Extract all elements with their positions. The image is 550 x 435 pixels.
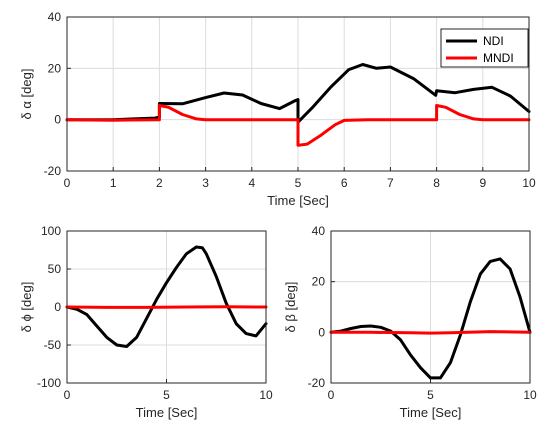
x-tick-label: 4 (248, 176, 255, 190)
series-line-mndi (65, 104, 531, 147)
x-tick-label: 8 (433, 176, 440, 190)
y-tick-label: 0 (318, 325, 325, 339)
y-tick-label: -100 (37, 376, 61, 390)
legend-label-ndi: NDI (483, 34, 504, 48)
y-tick-label: 40 (48, 10, 62, 24)
chart-phi: 0 5 10 -100 -50 0 50 100 Time [Sec] δ ϕ [deg] (19, 224, 273, 420)
y-axis-label: δ α [deg] (19, 69, 34, 120)
y-tick-label: -50 (44, 338, 62, 352)
x-axis-label: Time [Sec] (267, 193, 329, 208)
x-tick-label: 3 (202, 176, 209, 190)
x-tick-label: 0 (64, 176, 71, 190)
series-line-ndi (65, 245, 268, 348)
x-tick-label: 7 (387, 176, 394, 190)
y-tick-label: 20 (48, 61, 62, 75)
y-tick-label: 40 (312, 224, 326, 238)
legend: NDI MNDI (440, 28, 529, 68)
y-tick-label: 20 (312, 275, 326, 289)
x-axis-label: Time [Sec] (400, 405, 462, 420)
x-tick-label: 5 (295, 176, 302, 190)
x-tick-label: 9 (479, 176, 486, 190)
y-tick-label: 50 (48, 262, 62, 276)
axes-frame (330, 230, 531, 384)
x-tick-label: 0 (64, 388, 71, 402)
x-tick-label: 0 (328, 388, 335, 402)
x-axis-label: Time [Sec] (136, 405, 198, 420)
x-tick-label: 1 (110, 176, 117, 190)
y-tick-label: 0 (54, 300, 61, 314)
axes-frame (66, 230, 267, 384)
series-line-mndi (329, 330, 532, 335)
y-axis-label: δ ϕ [deg] (19, 282, 34, 333)
y-tick-label: -20 (44, 164, 62, 178)
y-axis-label: δ β [deg] (283, 282, 298, 333)
y-tick-label: 0 (54, 113, 61, 127)
x-tick-label: 10 (522, 176, 536, 190)
series-line-ndi (65, 63, 531, 124)
axes-frame (66, 16, 530, 172)
x-tick-label: 10 (259, 388, 273, 402)
x-tick-label: 5 (427, 388, 434, 402)
x-tick-label: 10 (523, 388, 537, 402)
legend-label-mndi: MNDI (483, 51, 514, 65)
x-tick-label: 2 (156, 176, 163, 190)
y-tick-label: 100 (41, 224, 61, 238)
series-line-mndi (65, 305, 268, 309)
y-tick-label: -20 (308, 376, 326, 390)
legend-box (440, 28, 529, 68)
x-tick-label: 6 (341, 176, 348, 190)
x-tick-label: 5 (163, 388, 170, 402)
series-line-ndi (329, 257, 532, 380)
